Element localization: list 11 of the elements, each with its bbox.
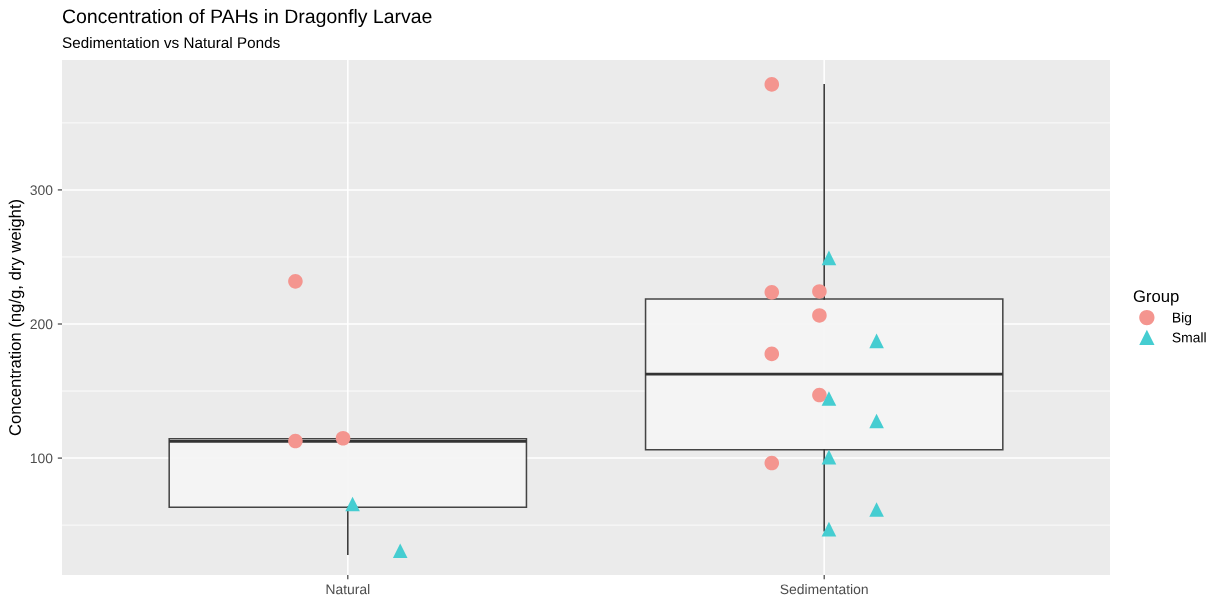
- legend-label: Big: [1173, 312, 1192, 326]
- chart-subtitle: Sedimentation vs Natural Ponds: [62, 36, 280, 49]
- y-tick-label: 300: [30, 185, 53, 196]
- x-tick-label: Natural: [326, 584, 370, 595]
- legend-label: Small: [1172, 332, 1206, 343]
- y-tick-label: 100: [30, 453, 53, 464]
- x-tick-label: Sedimentation: [780, 584, 868, 595]
- legend-title: Group: [1133, 290, 1179, 306]
- y-tick-label: 200: [30, 319, 53, 330]
- chart-title: Concentration of PAHs in Dragonfly Larvae: [62, 8, 432, 28]
- y-axis-title: Concentration (ng/g, dry weight): [8, 199, 25, 436]
